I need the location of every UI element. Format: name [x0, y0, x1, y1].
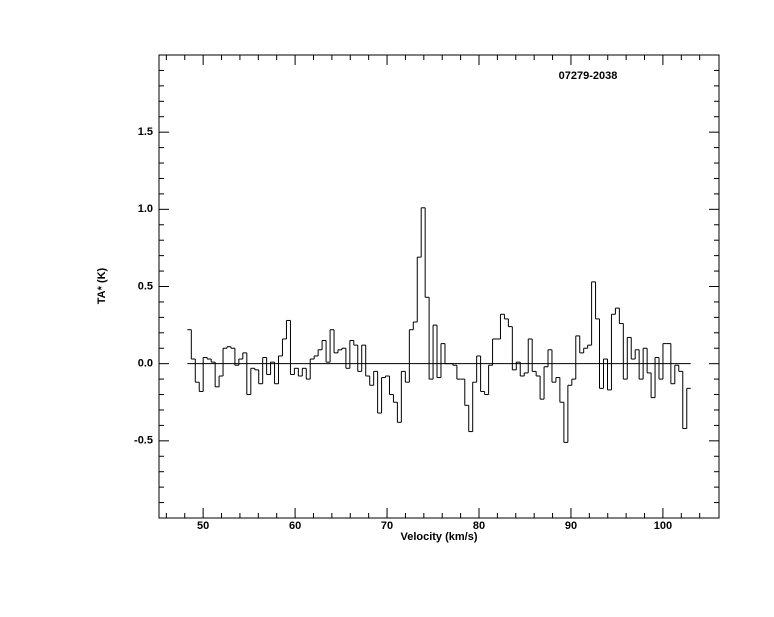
y-tick-label: -0.5	[134, 435, 153, 447]
x-tick-label: 100	[654, 520, 672, 532]
x-tick-label: 90	[565, 520, 577, 532]
x-axis-label: Velocity (km/s)	[400, 531, 477, 543]
y-tick-label: 0.5	[138, 280, 153, 292]
x-tick-label: 60	[289, 520, 301, 532]
y-axis-label: TA* (K)	[96, 267, 108, 304]
chart-title: 07279-2038	[559, 70, 618, 82]
y-tick-label: 0.0	[138, 358, 153, 370]
step-risers	[190, 207, 688, 443]
x-tick-label: 80	[473, 520, 485, 532]
y-tick-label: 1.0	[138, 203, 153, 215]
x-tick-label: 70	[381, 520, 393, 532]
x-tick-label: 50	[197, 520, 209, 532]
y-tick-label: 1.5	[138, 126, 153, 138]
plot-frame	[158, 54, 720, 519]
